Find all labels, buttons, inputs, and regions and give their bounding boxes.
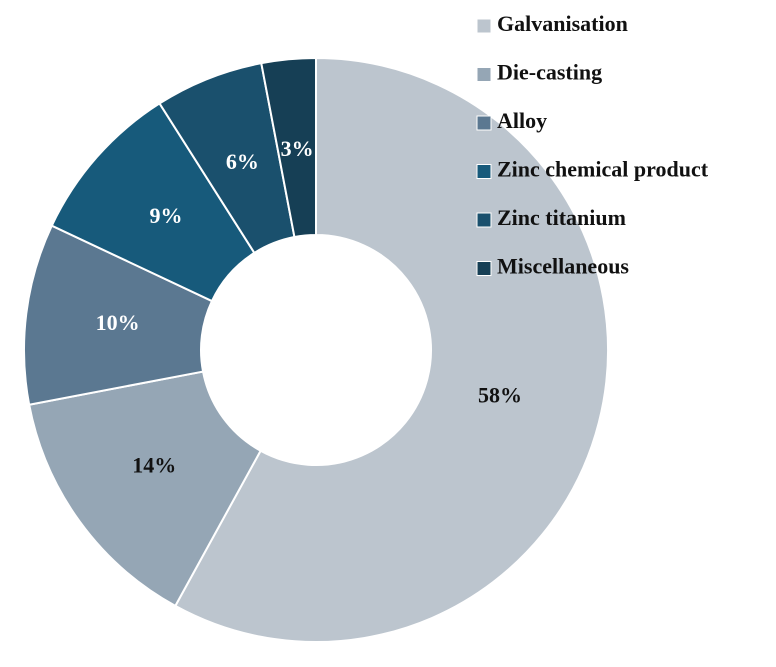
legend-swatch — [476, 18, 492, 34]
legend-swatch — [476, 67, 492, 82]
data-label: 9% — [149, 203, 182, 228]
donut-slice — [173, 56, 609, 643]
legend-label: Die-casting — [497, 60, 602, 85]
data-label: 3% — [281, 136, 314, 161]
legend-label: Miscellaneous — [497, 254, 629, 279]
data-label: 14% — [132, 453, 176, 478]
legend-label: Zinc titanium — [497, 205, 626, 230]
legend-swatch — [476, 164, 492, 179]
legend-swatch — [476, 212, 492, 228]
donut-slice — [260, 56, 317, 239]
donut-slice — [28, 370, 262, 608]
data-label: 6% — [226, 149, 259, 174]
data-label: 10% — [96, 310, 140, 335]
legend-label: Galvanisation — [497, 11, 628, 36]
legend-swatch — [476, 261, 492, 276]
legend-swatch — [476, 115, 492, 131]
legend-label: Zinc chemical product — [497, 157, 709, 182]
legend-label: Alloy — [497, 108, 547, 133]
data-label: 58% — [478, 382, 522, 407]
